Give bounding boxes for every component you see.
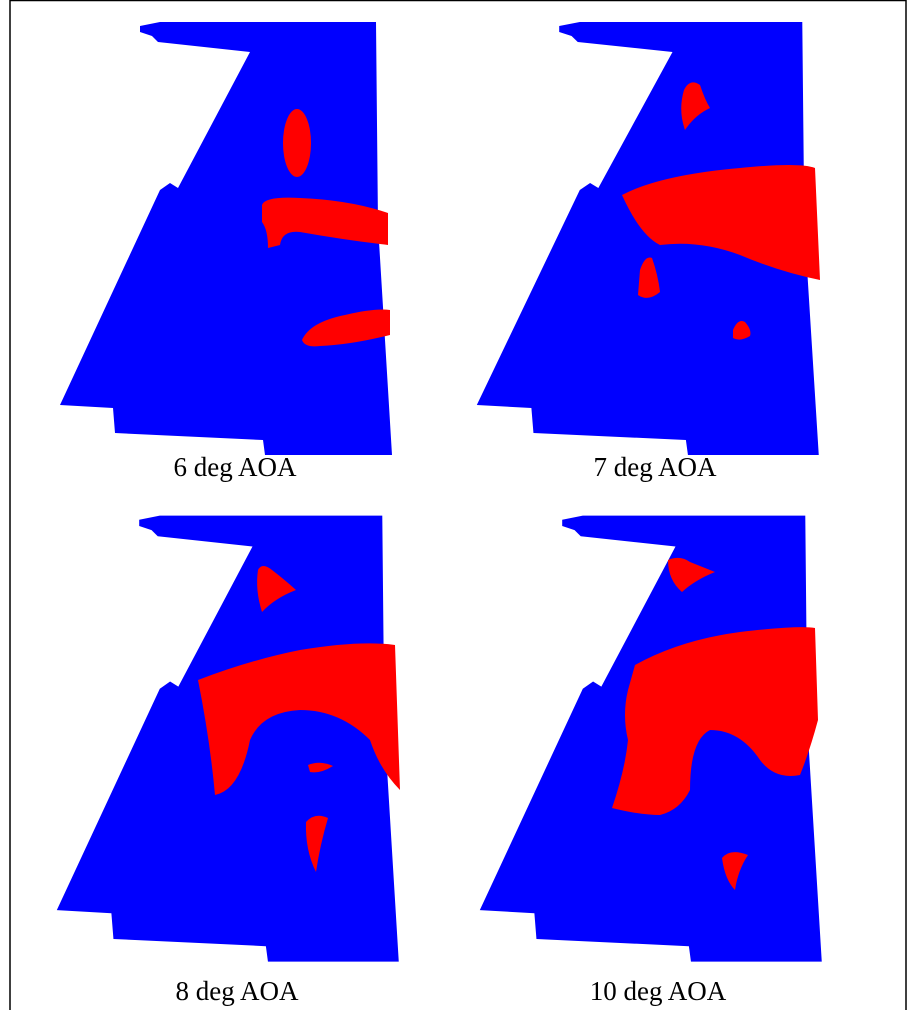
panel: 10 deg AOA — [479, 515, 822, 1006]
panel: 6 deg AOA — [60, 22, 392, 482]
frame — [9, 0, 907, 1010]
caption: 8 deg AOA — [176, 976, 299, 1006]
panel: 8 deg AOA — [56, 515, 400, 1006]
separation-regions — [198, 566, 400, 872]
caption: 10 deg AOA — [590, 976, 727, 1006]
caption: 7 deg AOA — [594, 452, 717, 482]
caption: 6 deg AOA — [174, 452, 297, 482]
panel: 7 deg AOA — [476, 22, 820, 482]
separation-regions — [262, 109, 390, 347]
separation-regions — [612, 557, 818, 890]
separation-regions — [622, 82, 820, 340]
